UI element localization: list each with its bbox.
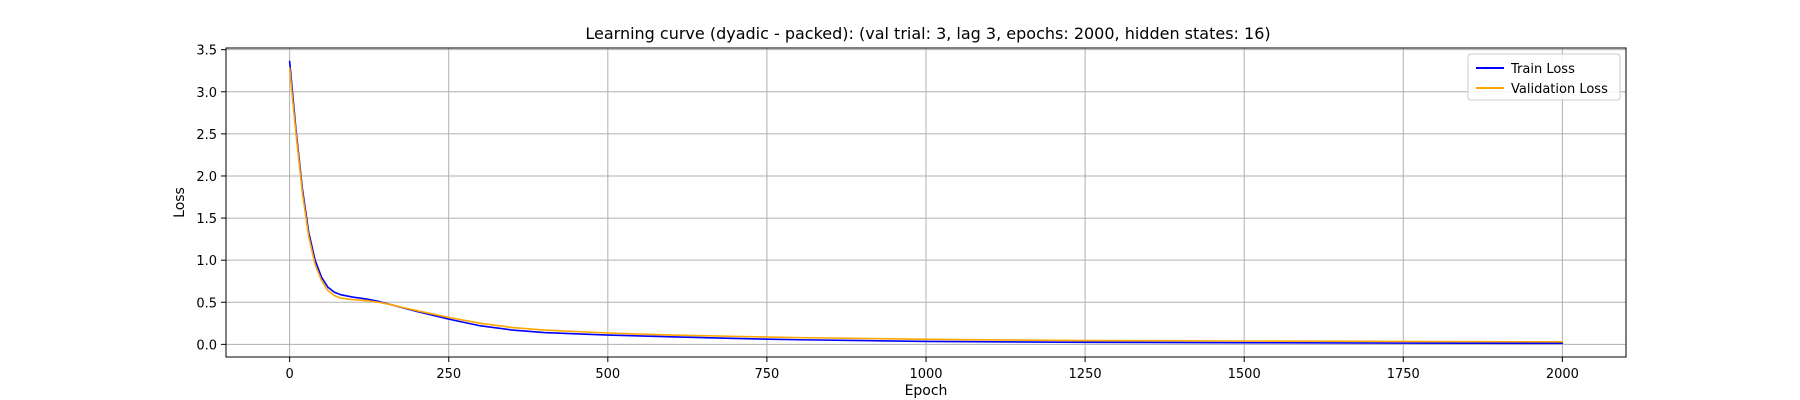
axis-ticks: 0 250 500 750 1000 1250 1500 1750 2000 0.0 0.5 1.0 1… <box>196 44 1579 382</box>
x-tick-label: 1500 <box>1228 367 1261 382</box>
x-axis-label: Epoch <box>905 383 948 399</box>
x-tick-label: 1000 <box>909 367 942 382</box>
y-axis-label: Loss <box>172 187 188 218</box>
y-tick-label: 3.0 <box>196 86 217 101</box>
y-tick-label: 1.5 <box>196 212 217 227</box>
legend: Train Loss Validation Loss <box>1467 53 1621 101</box>
x-tick-label: 750 <box>754 367 779 382</box>
y-tick-label: 2.5 <box>196 128 217 143</box>
y-tick-label: 1.0 <box>196 254 217 269</box>
x-tick-label: 0 <box>285 367 293 382</box>
x-tick-label: 2000 <box>1546 367 1579 382</box>
chart-title: Learning curve (dyadic - packed): (val t… <box>585 24 1270 43</box>
x-tick-label: 500 <box>595 367 620 382</box>
x-tick-label: 1750 <box>1387 367 1420 382</box>
series-layer <box>288 60 1564 345</box>
y-tick-label: 3.5 <box>196 44 217 59</box>
y-tick-label: 2.0 <box>196 170 217 185</box>
series-line-validation-loss <box>288 67 1564 343</box>
y-tick-label: 0.5 <box>196 296 217 311</box>
grid <box>226 48 1626 357</box>
legend-box <box>1467 53 1621 101</box>
y-tick-label: 0.0 <box>196 338 217 353</box>
x-tick-label: 1250 <box>1069 367 1102 382</box>
legend-label-train-loss: Train Loss <box>1510 62 1575 77</box>
legend-label-validation-loss: Validation Loss <box>1511 82 1608 97</box>
x-tick-label: 250 <box>436 367 461 382</box>
